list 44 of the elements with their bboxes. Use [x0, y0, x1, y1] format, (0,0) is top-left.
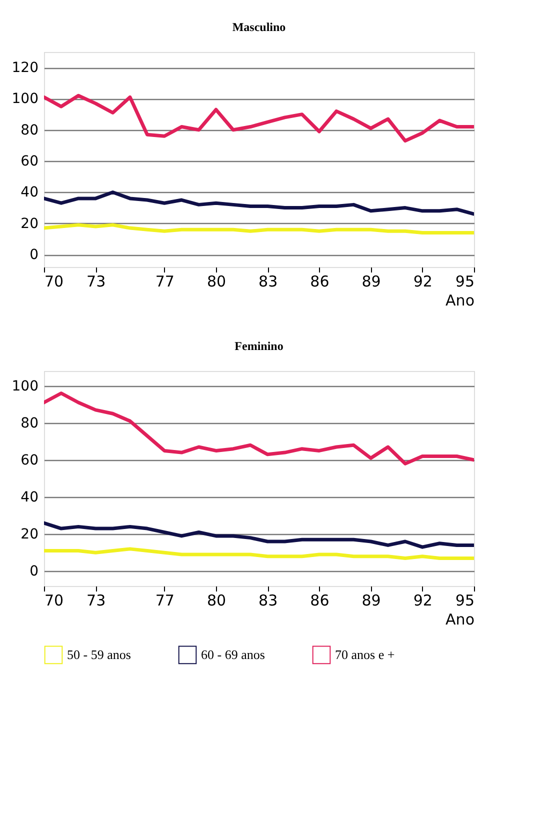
line-series	[44, 547, 474, 560]
y-tick-label: 0	[30, 247, 38, 264]
y-tick-label: 20	[20, 526, 38, 543]
x-tick-label: 73	[86, 592, 106, 610]
y-tick-label: 40	[20, 490, 38, 506]
y-tick-label: 100	[12, 378, 38, 394]
y-tick-label: 60	[20, 452, 38, 468]
x-tick-label: 86	[310, 272, 330, 290]
chart-title: Feminino	[234, 339, 284, 353]
y-tick-label: 100	[12, 91, 38, 108]
y-tick-label: 40	[20, 184, 38, 201]
x-tick-label: 80	[206, 272, 226, 290]
x-tick-label: 92	[413, 272, 432, 290]
y-tick-label: 60	[20, 154, 38, 170]
x-axis-title: Ano	[446, 292, 474, 310]
x-tick-label: 80	[206, 592, 226, 610]
y-tick-label: 0	[30, 564, 38, 580]
x-tick-label: 89	[362, 592, 381, 610]
x-tick-label: 83	[258, 592, 278, 610]
legend-label: 60 - 69 anos	[201, 646, 265, 662]
x-tick-label: 70	[44, 592, 64, 610]
x-tick-label: 77	[155, 592, 174, 610]
x-tick-label: 83	[258, 272, 278, 290]
x-tick-label: 95	[455, 592, 474, 610]
legend-label: 50 - 59 anos	[67, 646, 131, 662]
line-series	[44, 94, 474, 143]
line-series	[44, 391, 474, 466]
x-tick-label: 73	[86, 272, 106, 290]
line-series	[44, 521, 474, 549]
y-tick-label: 80	[20, 415, 38, 432]
line-series	[44, 190, 474, 216]
x-tick-label: 95	[455, 272, 474, 290]
x-tick-label: 92	[413, 592, 432, 610]
x-tick-label: 86	[310, 592, 330, 610]
x-tick-label: 77	[155, 272, 174, 290]
x-tick-label: 89	[362, 272, 381, 290]
y-tick-label: 80	[20, 122, 38, 138]
legend-label: 70 anos e +	[335, 646, 395, 662]
chart-title: Masculino	[232, 20, 286, 34]
x-tick-label: 70	[44, 272, 64, 290]
y-tick-label: 120	[12, 60, 38, 76]
x-axis-title: Ano	[446, 610, 474, 628]
line-series	[44, 223, 474, 234]
y-tick-label: 20	[20, 216, 38, 232]
